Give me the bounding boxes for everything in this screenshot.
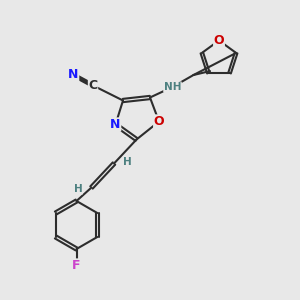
Text: O: O [214,34,224,47]
Text: O: O [154,115,164,128]
Text: N: N [110,118,121,131]
Text: F: F [72,259,81,272]
Text: H: H [74,184,82,194]
Text: H: H [123,157,132,167]
Text: C: C [88,79,98,92]
Text: NH: NH [164,82,181,92]
Text: N: N [68,68,79,82]
